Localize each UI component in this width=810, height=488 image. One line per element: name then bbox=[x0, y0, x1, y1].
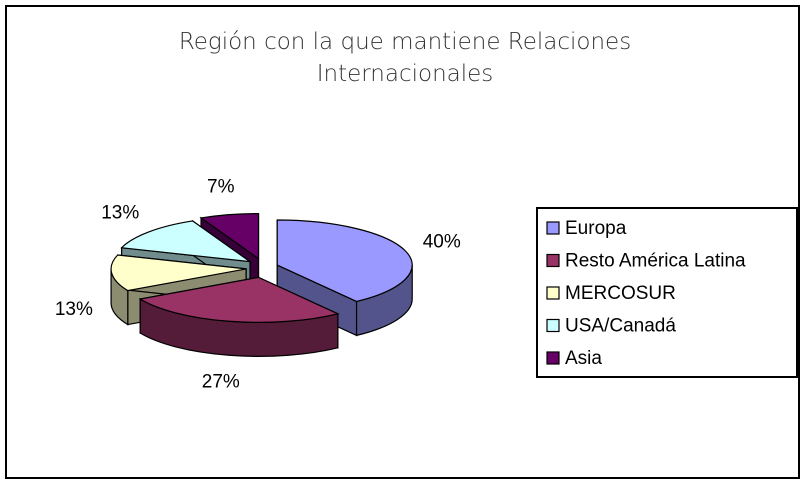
legend-box bbox=[536, 207, 798, 378]
slice bbox=[120, 220, 253, 263]
slice bbox=[110, 254, 247, 292]
legend-swatch bbox=[546, 286, 560, 300]
slice bbox=[276, 219, 413, 303]
slice bbox=[138, 276, 340, 323]
legend-swatch bbox=[546, 253, 560, 268]
data-label: 13% bbox=[101, 202, 139, 223]
slice bbox=[199, 213, 260, 260]
chart-title: Región con la que mantiene Relaciones In… bbox=[178, 29, 632, 87]
data-label: 27% bbox=[202, 372, 240, 393]
data-label: 40% bbox=[423, 231, 461, 252]
data-label: 13% bbox=[55, 299, 93, 320]
legend-swatch bbox=[546, 318, 560, 333]
legend-label: Asia bbox=[565, 348, 602, 369]
legend-label: Europa bbox=[565, 218, 627, 239]
data-label: 7% bbox=[207, 176, 235, 197]
legend-label: Resto América Latina bbox=[565, 251, 746, 272]
legend-label: USA/Canadá bbox=[565, 316, 676, 337]
legend-label: MERCOSUR bbox=[565, 283, 676, 304]
legend-swatch bbox=[546, 351, 560, 365]
legend-swatch bbox=[546, 221, 560, 235]
chart-frame bbox=[5, 5, 800, 479]
